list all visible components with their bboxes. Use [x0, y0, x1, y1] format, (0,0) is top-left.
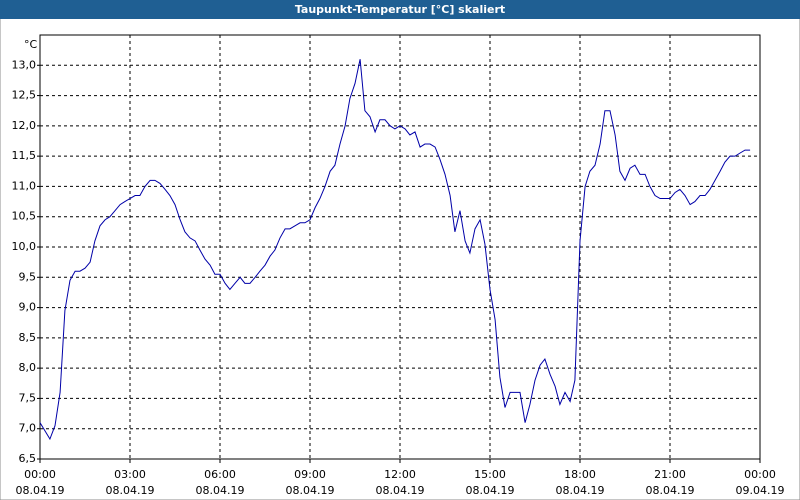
x-tick-date: 08.04.19	[556, 484, 605, 497]
x-tick-date: 08.04.19	[376, 484, 425, 497]
x-tick-label: 00:00	[24, 468, 56, 481]
x-tick-label: 03:00	[114, 468, 146, 481]
y-tick-label: 12,5	[12, 89, 37, 102]
y-tick-label: 11,5	[12, 149, 37, 162]
x-tick-label: 12:00	[384, 468, 416, 481]
x-tick-label: 21:00	[654, 468, 686, 481]
title-bar	[0, 0, 800, 19]
y-unit-label: °C	[24, 38, 38, 51]
y-tick-label: 8,5	[19, 331, 37, 344]
y-tick-label: 7,0	[19, 422, 37, 435]
x-tick-label: 09:00	[294, 468, 326, 481]
y-tick-label: 13,0	[12, 58, 37, 71]
x-tick-date: 08.04.19	[196, 484, 245, 497]
x-tick-label: 06:00	[204, 468, 236, 481]
x-tick-label: 15:00	[474, 468, 506, 481]
x-tick-date: 08.04.19	[466, 484, 515, 497]
y-tick-label: 10,5	[12, 210, 37, 223]
x-tick-date: 08.04.19	[16, 484, 65, 497]
y-tick-label: 10,0	[12, 240, 37, 253]
y-tick-label: 6,5	[19, 452, 37, 465]
x-tick-date: 09.04.19	[736, 484, 785, 497]
x-tick-date: 08.04.19	[646, 484, 695, 497]
x-tick-label: 00:00	[744, 468, 776, 481]
x-tick-date: 08.04.19	[106, 484, 155, 497]
y-tick-label: 8,0	[19, 361, 37, 374]
y-tick-label: 11,0	[12, 179, 37, 192]
y-tick-label: 12,0	[12, 119, 37, 132]
x-tick-date: 08.04.19	[286, 484, 335, 497]
y-tick-label: 9,0	[19, 301, 37, 314]
y-tick-label: 7,5	[19, 391, 37, 404]
data-line	[39, 59, 751, 441]
y-tick-label: 9,5	[19, 270, 37, 283]
x-tick-label: 18:00	[564, 468, 596, 481]
chart-title: Taupunkt-Temperatur [°C] skaliert	[295, 3, 505, 16]
